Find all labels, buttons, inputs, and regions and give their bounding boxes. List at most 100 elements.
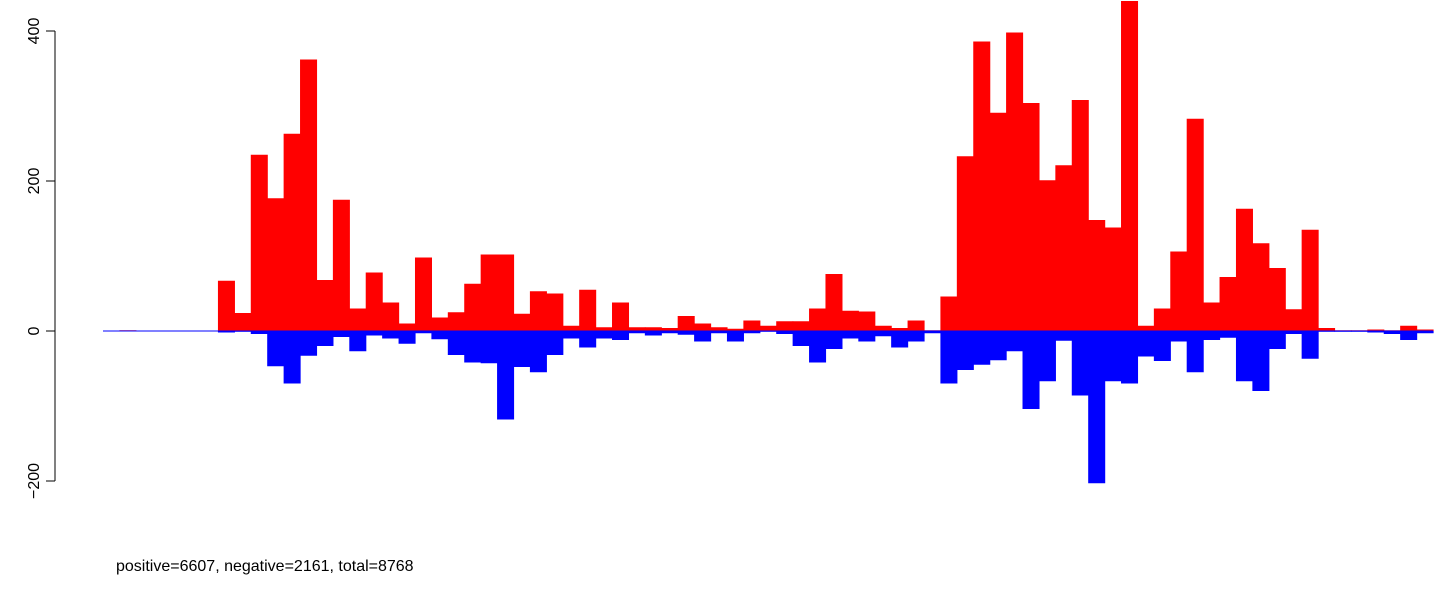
positive-bar	[513, 313, 531, 331]
positive-bar	[365, 272, 383, 331]
negative-bar	[743, 331, 761, 334]
positive-bar	[1055, 165, 1073, 331]
negative-bar	[579, 331, 597, 348]
positive-bar	[1022, 103, 1040, 331]
positive-bar	[874, 325, 892, 331]
positive-bar	[858, 311, 876, 331]
positive-bar	[759, 325, 777, 331]
positive-bar	[776, 321, 794, 331]
positive-bar	[497, 254, 515, 331]
negative-bar	[217, 331, 235, 333]
negative-bar	[1203, 331, 1221, 340]
positive-bar	[300, 59, 318, 331]
positive-bar	[1400, 325, 1418, 331]
negative-bar	[1285, 331, 1303, 334]
positive-bar	[1088, 220, 1106, 331]
positive-bar	[1285, 309, 1303, 331]
positive-bar	[989, 112, 1007, 331]
positive-bar	[644, 327, 662, 331]
negative-bar	[677, 331, 695, 335]
positive-bar	[398, 323, 416, 331]
negative-bar	[874, 331, 892, 337]
negative-bar	[1416, 331, 1434, 334]
positive-bar	[562, 325, 580, 331]
positive-bar	[1318, 328, 1336, 331]
negative-bar	[612, 331, 630, 340]
positive-bar	[283, 133, 301, 331]
negative-bar	[940, 331, 958, 384]
positive-bar	[234, 313, 252, 331]
negative-bar	[1235, 331, 1253, 382]
positive-bar	[1153, 308, 1171, 331]
negative-bar	[529, 331, 547, 373]
positive-bar	[891, 328, 909, 331]
negative-bar	[1121, 331, 1139, 384]
y-tick-label: 400	[26, 18, 43, 45]
negative-bar	[1400, 331, 1418, 340]
y-tick-label: −200	[26, 463, 43, 499]
negative-bar	[546, 331, 564, 355]
positive-bar	[1219, 277, 1237, 331]
negative-bar	[431, 331, 449, 340]
negative-bar	[661, 331, 679, 334]
positive-bar	[464, 283, 482, 331]
positive-bar	[332, 199, 350, 331]
positive-bar	[480, 254, 498, 331]
negative-bar	[1367, 331, 1385, 333]
positive-bar	[579, 289, 597, 331]
negative-bar	[1219, 331, 1237, 338]
negative-bar	[267, 331, 285, 367]
negative-bar	[1006, 331, 1024, 352]
positive-bar	[1416, 329, 1434, 331]
negative-bar	[365, 331, 383, 336]
positive-bar	[792, 321, 810, 331]
positive-bar	[694, 323, 712, 331]
negative-bar	[1137, 331, 1155, 357]
negative-bar	[628, 331, 646, 334]
negative-bar	[1268, 331, 1286, 349]
negative-bar	[809, 331, 827, 363]
positive-bar	[809, 308, 827, 331]
negative-bar	[1055, 331, 1073, 341]
negative-bar	[349, 331, 367, 352]
positive-bar	[973, 41, 991, 331]
negative-bar	[1301, 331, 1319, 359]
negative-bar	[1153, 331, 1171, 361]
positive-bar	[316, 280, 334, 331]
negative-bar	[1104, 331, 1122, 382]
positive-bar	[349, 308, 367, 331]
negative-bar	[1088, 331, 1106, 484]
positive-bar	[217, 280, 235, 331]
positive-bar	[677, 316, 695, 331]
positive-bar	[726, 328, 744, 331]
y-axis: −200 0 200 400	[26, 18, 56, 499]
positive-bar	[1104, 227, 1122, 331]
negative-bar	[382, 331, 400, 339]
negative-bar	[956, 331, 974, 370]
y-tick-label: 0	[26, 326, 43, 335]
positive-bar	[529, 291, 547, 331]
negative-bar	[1022, 331, 1040, 409]
negative-bar	[776, 331, 794, 334]
positive-bar	[267, 198, 285, 331]
positive-bar	[825, 274, 843, 331]
positive-bar	[1203, 302, 1221, 331]
positive-bar	[612, 302, 630, 331]
bars-group	[119, 1, 1434, 484]
negative-bar	[513, 331, 531, 367]
negative-bar	[907, 331, 925, 342]
positive-bar	[595, 327, 613, 331]
negative-bar	[480, 331, 498, 364]
negative-bar	[464, 331, 482, 363]
negative-bar	[1038, 331, 1056, 382]
positive-bar	[710, 327, 728, 331]
positive-bar	[907, 320, 925, 331]
positive-bar	[1367, 329, 1385, 331]
negative-bar	[989, 331, 1007, 361]
positive-bar	[414, 257, 432, 331]
positive-bar	[1252, 243, 1270, 331]
positive-bar	[1071, 100, 1089, 331]
positive-bar	[841, 310, 859, 331]
positive-bar	[956, 156, 974, 331]
